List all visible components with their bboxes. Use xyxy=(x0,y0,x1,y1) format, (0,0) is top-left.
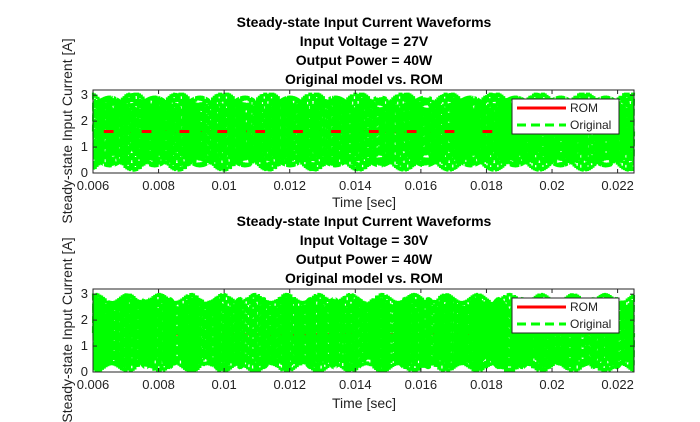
subplot-2-legend: ROM Original xyxy=(511,297,620,334)
subplot-2-y-axis-label: Steady-state Input Current [A] xyxy=(59,237,75,422)
subplot-1-y-axis-label: Steady-state Input Current [A] xyxy=(59,38,75,223)
x-tick-label: 0.014 xyxy=(339,178,372,193)
x-tick-label: 0.012 xyxy=(273,178,306,193)
y-tick-label: 3 xyxy=(81,87,88,102)
y-tick-label: 2 xyxy=(81,312,88,327)
x-tick-label: 0.022 xyxy=(601,178,634,193)
subplot-1-legend-box xyxy=(511,98,620,135)
x-tick-label: 0.006 xyxy=(77,178,110,193)
subplot-1-title-line-4: Original model vs. ROM xyxy=(285,71,443,87)
x-tick-label: 0.01 xyxy=(211,178,236,193)
subplot-2: Steady-state Input Current Waveforms Inp… xyxy=(59,213,636,422)
y-tick-label: 3 xyxy=(81,286,88,301)
subplot-2-legend-rom-label: ROM xyxy=(570,300,598,314)
x-tick-label: 0.02 xyxy=(539,178,564,193)
x-tick-label: 0.014 xyxy=(339,377,372,392)
subplot-1-x-axis-label: Time [sec] xyxy=(332,194,396,210)
subplot-2-legend-original-label: Original xyxy=(570,317,611,331)
subplot-1-legend: ROM Original xyxy=(511,98,620,135)
x-tick-label: 0.018 xyxy=(470,178,503,193)
x-tick-label: 0.022 xyxy=(601,377,634,392)
subplot-1-title-line-2: Input Voltage = 27V xyxy=(300,33,429,49)
x-tick-label: 0.008 xyxy=(142,178,175,193)
subplot-2-title-line-1: Steady-state Input Current Waveforms xyxy=(237,213,492,229)
subplot-2-y-ticks: 0 1 2 3 xyxy=(81,286,634,379)
x-tick-label: 0.016 xyxy=(405,178,438,193)
x-tick-label: 0.018 xyxy=(470,377,503,392)
y-tick-label: 0 xyxy=(81,165,88,180)
y-tick-label: 2 xyxy=(81,113,88,128)
subplot-2-title-line-3: Output Power = 40W xyxy=(296,251,433,267)
subplot-2-title-line-2: Input Voltage = 30V xyxy=(300,232,429,248)
y-tick-label: 1 xyxy=(81,139,88,154)
series-original-line-trace xyxy=(91,292,636,373)
subplot-2-x-axis-label: Time [sec] xyxy=(332,395,396,411)
subplot-1-title-line-3: Output Power = 40W xyxy=(296,52,433,68)
subplot-1-y-ticks: 0 1 2 3 xyxy=(81,87,634,180)
subplot-1: Steady-state Input Current Waveforms Inp… xyxy=(59,14,636,224)
x-tick-label: 0.008 xyxy=(142,377,175,392)
x-tick-label: 0.012 xyxy=(273,377,306,392)
y-tick-label: 1 xyxy=(81,338,88,353)
y-tick-label: 0 xyxy=(81,364,88,379)
subplot-2-axes-box xyxy=(92,288,635,373)
subplot-1-legend-original-label: Original xyxy=(570,118,611,132)
subplot-1-legend-rom-label: ROM xyxy=(570,101,598,115)
x-tick-label: 0.02 xyxy=(539,377,564,392)
x-tick-label: 0.006 xyxy=(77,377,110,392)
series-original-line-trace xyxy=(91,92,636,172)
subplot-2-title-line-4: Original model vs. ROM xyxy=(285,270,443,286)
subplot-2-x-ticks: 0.006 0.008 0.01 0.012 0.014 0.016 0.018 0.02 0.… xyxy=(77,289,634,392)
subplot-2-legend-box xyxy=(511,297,620,334)
subplot-1-axes-box xyxy=(92,89,635,174)
x-tick-label: 0.016 xyxy=(405,377,438,392)
subplot-1-x-ticks: 0.006 0.008 0.01 0.012 0.014 0.016 0.018 0.02 0.… xyxy=(77,90,634,193)
subplot-1-title-line-1: Steady-state Input Current Waveforms xyxy=(237,14,492,30)
x-tick-label: 0.01 xyxy=(211,377,236,392)
